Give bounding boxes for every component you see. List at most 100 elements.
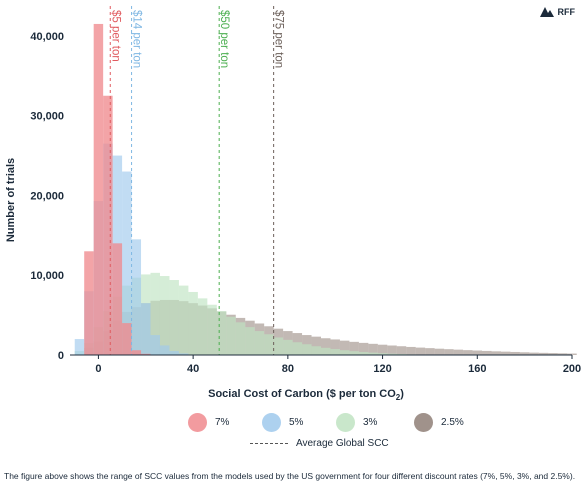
legend-label-7pct: 7% <box>215 417 230 428</box>
bar-7pct <box>112 243 123 355</box>
bar-2-5pct <box>444 349 454 355</box>
legend-swatch-5pct <box>262 413 281 432</box>
brand-name: RFF <box>557 7 576 17</box>
average-scc-markers: $5 per ton $14 per ton $50 per ton $75 per … <box>109 6 285 355</box>
bar-3pct <box>216 311 227 355</box>
y-tick-label: 20,000 <box>30 190 64 202</box>
average-scc-label: $75 per ton <box>273 10 285 68</box>
bar-3pct <box>387 353 397 355</box>
bar-2-5pct <box>463 350 473 355</box>
bar-3pct <box>264 334 274 355</box>
bar-3pct <box>330 349 340 355</box>
bar-2-5pct <box>548 353 558 355</box>
histogram-chart: $5 per ton $14 per ton $50 per ton $75 per … <box>5 6 581 402</box>
bar-3pct <box>169 280 179 355</box>
bar-2-5pct <box>415 347 426 355</box>
bar-3pct <box>178 285 189 355</box>
bar-3pct <box>292 342 303 355</box>
bar-3pct <box>302 344 312 355</box>
bar-7pct <box>84 251 94 355</box>
bar-5pct <box>122 171 132 355</box>
y-tick-label: 30,000 <box>30 111 64 123</box>
bar-3pct <box>226 316 236 355</box>
bar-2-5pct <box>567 353 577 355</box>
bar-3pct <box>245 327 255 355</box>
bar-2-5pct <box>538 352 549 355</box>
x-tick-label: 0 <box>95 363 101 375</box>
y-axis-ticks: 0 10,000 20,000 30,000 40,000 <box>30 31 64 362</box>
bar-2-5pct <box>368 343 378 355</box>
bar-2-5pct <box>453 349 464 355</box>
y-axis-title: Number of trials <box>5 158 17 242</box>
bar-3pct <box>283 339 293 355</box>
legend-item-5pct: 5% <box>262 413 303 432</box>
rff-mark-icon <box>539 7 554 17</box>
bar-3pct <box>311 346 321 355</box>
bar-3pct <box>321 347 331 355</box>
average-scc-label: $5 per ton <box>109 10 121 62</box>
bar-7pct <box>131 350 142 355</box>
bar-3pct <box>254 331 265 355</box>
bar-2-5pct <box>377 344 388 355</box>
x-axis-title-text: Social Cost of Carbon ($ per ton CO <box>208 388 396 400</box>
legend-item-3pct: 3% <box>336 413 377 432</box>
x-axis-title-subscript: 2 <box>396 393 401 402</box>
bar-5pct <box>131 239 142 355</box>
bar-5pct <box>169 351 179 355</box>
bar-2-5pct <box>339 340 350 355</box>
legend-item-7pct: 7% <box>188 413 229 432</box>
bar-2-5pct <box>519 352 530 355</box>
bar-3pct <box>159 276 170 355</box>
bar-3pct <box>197 298 208 355</box>
bar-2-5pct <box>510 351 520 355</box>
bar-3pct <box>339 350 350 355</box>
legend-item-average: Average Global SCC <box>250 438 389 449</box>
rff-logo: RFF <box>539 7 576 17</box>
bar-2-5pct <box>396 346 407 355</box>
y-tick-label: 10,000 <box>30 270 64 282</box>
figure-caption: The figure above shows the range of SCC … <box>4 471 576 481</box>
bar-2-5pct <box>311 336 321 355</box>
legend-swatch-7pct <box>188 413 207 432</box>
bar-3pct <box>188 291 198 355</box>
bar-2-5pct <box>472 350 483 355</box>
bar-3pct <box>207 304 217 355</box>
x-tick-label: 160 <box>468 363 486 375</box>
bar-2-5pct <box>482 350 492 355</box>
bar-2-5pct <box>349 341 359 355</box>
bar-2-5pct <box>330 339 340 355</box>
bar-3pct <box>235 322 246 355</box>
bar-7pct <box>93 23 104 356</box>
x-tick-label: 40 <box>187 363 199 375</box>
bar-5pct <box>74 339 85 355</box>
bar-5pct <box>159 345 170 355</box>
bar-2-5pct <box>321 338 331 355</box>
average-scc-label: $50 per ton <box>218 10 230 68</box>
y-tick-label: 40,000 <box>30 31 64 43</box>
x-axis-ticks: 0 40 80 120 160 200 <box>95 355 581 375</box>
bar-3pct <box>150 272 160 355</box>
bar-2-5pct <box>425 348 435 355</box>
bar-7pct <box>141 353 151 355</box>
bar-3pct <box>368 352 378 355</box>
x-tick-label: 80 <box>282 363 294 375</box>
histogram-bars <box>74 23 577 356</box>
bar-2-5pct <box>358 342 369 355</box>
legend-label-3pct: 3% <box>363 417 378 428</box>
bar-3pct <box>377 353 388 355</box>
bar-7pct <box>122 323 132 355</box>
average-scc-label: $14 per ton <box>131 10 143 68</box>
x-tick-label: 120 <box>373 363 391 375</box>
x-axis-title-close: ) <box>400 388 404 400</box>
legend-label-5pct: 5% <box>289 417 304 428</box>
bar-3pct <box>358 351 369 355</box>
x-tick-label: 200 <box>563 363 581 375</box>
bar-5pct <box>150 335 160 355</box>
bar-2-5pct <box>406 346 416 355</box>
bar-2-5pct <box>500 351 511 355</box>
legend-swatch-2-5pct <box>414 413 433 432</box>
bar-2-5pct <box>557 353 568 355</box>
legend-dash-line <box>250 443 288 444</box>
bar-7pct <box>103 95 113 355</box>
bar-2-5pct <box>434 348 445 355</box>
